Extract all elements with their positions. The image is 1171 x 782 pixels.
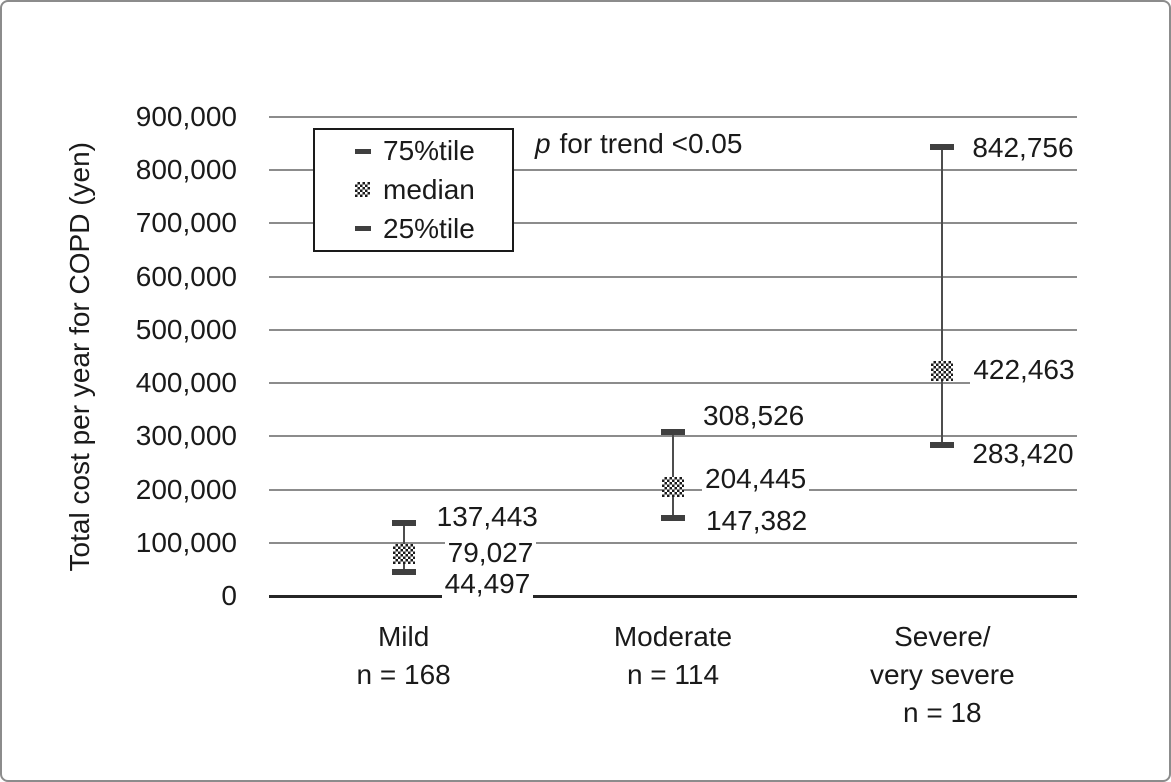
legend-item-25%tile: 25%tile — [315, 212, 512, 244]
p25-cap-Severe/very severe — [930, 442, 955, 449]
x-category-label-line: n = 168 — [356, 659, 451, 690]
y-tick-label-400,000: 400,000 — [135, 367, 237, 399]
gridline-400,000 — [269, 382, 1077, 385]
point-label-p75-3: 842,756 — [969, 133, 1077, 164]
y-tick-label-300,000: 300,000 — [135, 420, 237, 452]
p-symbol: p — [535, 128, 551, 159]
point-label-median-3: 422,463 — [970, 355, 1078, 386]
x-category-label-1: Mild n = 168 — [269, 618, 539, 694]
y-tick-label-100,000: 100,000 — [135, 526, 237, 558]
y-tick-label-900,000: 900,000 — [135, 101, 237, 132]
point-label-p75-1: 137,443 — [433, 501, 541, 532]
x-category-label-line: n = 18 — [903, 697, 982, 728]
point-label-median-2: 204,445 — [702, 464, 810, 495]
y-tick-label-200,000: 200,000 — [135, 473, 237, 505]
gridline-600,000 — [269, 275, 1077, 278]
percentile-dash-icon — [355, 226, 371, 232]
legend-item-75%tile: 75%tile — [315, 136, 512, 166]
x-axis-line — [269, 595, 1077, 598]
point-label-p25-2: 147,382 — [703, 505, 811, 536]
median-marker-Mild — [392, 543, 415, 564]
legend: 75%tile median 25%tile — [313, 128, 514, 252]
gridline-500,000 — [269, 328, 1077, 331]
whisker-line-Moderate — [672, 431, 674, 518]
x-category-label-line: Severe/ — [894, 621, 991, 652]
x-category-label-3: Severe/very severe n = 18 — [807, 618, 1077, 732]
gridline-100,000 — [269, 541, 1077, 544]
legend-item-median: median — [315, 173, 512, 205]
p75-cap-Moderate — [661, 428, 685, 435]
point-label-median-1: 79,027 — [444, 537, 537, 568]
point-label-p75-2: 308,526 — [700, 400, 808, 431]
whisker-line-Severe/very severe — [941, 147, 944, 446]
legend-label: median — [383, 173, 475, 205]
percentile-dash-icon — [355, 148, 371, 154]
point-label-p25-3: 283,420 — [969, 439, 1077, 470]
median-marker-Severe/very severe — [931, 361, 954, 382]
x-category-label-2: Moderate n = 114 — [538, 618, 808, 694]
point-label-p25-1: 44,497 — [441, 569, 534, 600]
p75-cap-Severe/very severe — [930, 144, 955, 151]
y-tick-label-0: 0 — [221, 580, 237, 611]
gridline-700,000 — [269, 222, 1077, 225]
p-trend-annotation: p for trend <0.05 — [535, 129, 742, 159]
y-tick-label-800,000: 800,000 — [135, 154, 237, 186]
gridline-800,000 — [269, 169, 1077, 172]
y-tick-label-500,000: 500,000 — [135, 313, 237, 345]
y-tick-label-700,000: 700,000 — [135, 207, 237, 239]
p25-cap-Moderate — [661, 514, 685, 521]
legend-label: 75%tile — [383, 135, 475, 167]
y-tick-label-600,000: 600,000 — [135, 260, 237, 292]
legend-marker-slot — [355, 182, 373, 198]
x-category-label-line: Mild — [377, 621, 430, 652]
p75-cap-Mild — [391, 519, 416, 526]
median-swatch-icon — [355, 182, 370, 198]
gridline-900,000 — [269, 116, 1077, 118]
median-marker-Moderate — [662, 477, 684, 498]
x-category-label-line: n = 114 — [626, 659, 720, 690]
legend-label: 25%tile — [383, 212, 475, 244]
legend-marker-slot — [355, 148, 373, 154]
x-category-label-line: very severe — [869, 659, 1015, 690]
legend-marker-slot — [355, 226, 373, 232]
p25-cap-Mild — [391, 569, 416, 576]
p-trend-text: for trend <0.05 — [559, 128, 743, 159]
x-category-label-line: Moderate — [613, 621, 733, 652]
